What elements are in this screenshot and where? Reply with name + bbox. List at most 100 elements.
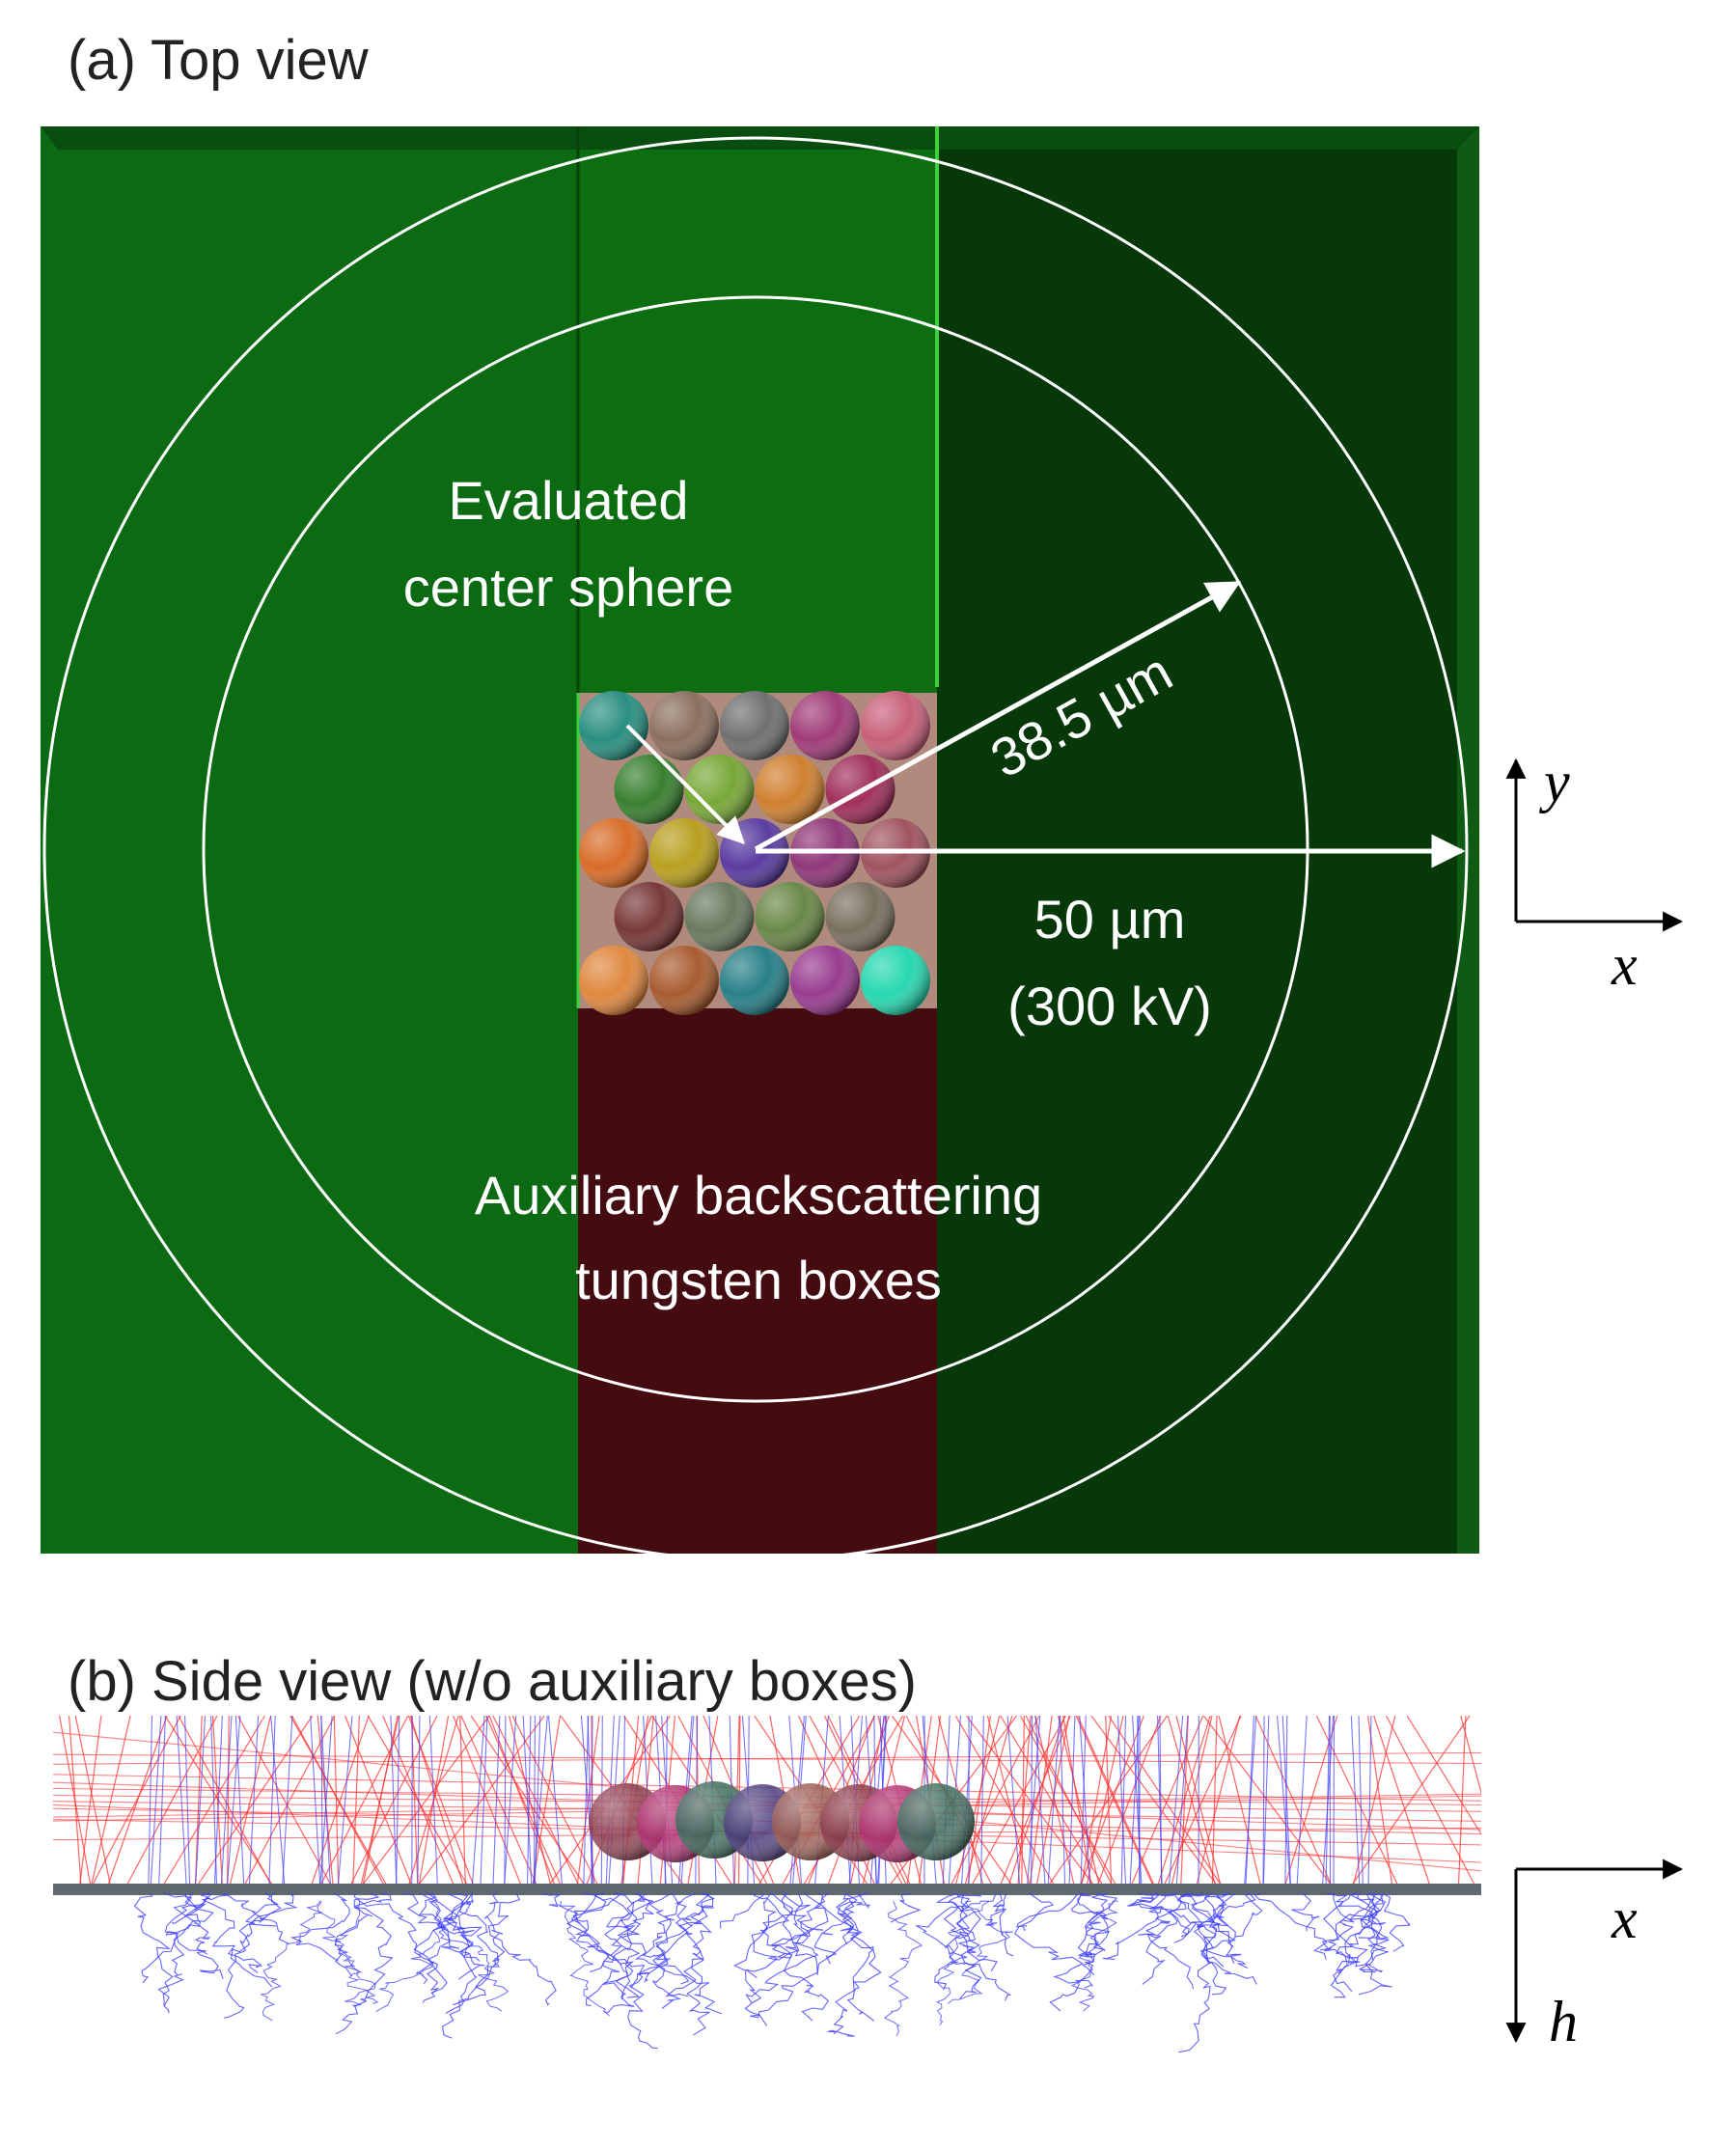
secondary-track: [573, 1892, 626, 2000]
primary-track: [980, 1716, 984, 1890]
primary-track: [1080, 1716, 1087, 1890]
secondary-track: [224, 1892, 298, 2019]
sphere-shading: [720, 946, 789, 1015]
primary-track: [148, 1716, 153, 1890]
secondary-track: [1254, 1892, 1328, 1960]
primary-track: [522, 1716, 533, 1890]
secondary-track: [783, 1892, 830, 2022]
secondary-track: [1320, 1892, 1355, 1951]
axis-x-label-side: x: [1611, 1886, 1638, 1950]
primary-track: [511, 1716, 601, 1890]
primary-track: [1170, 1716, 1213, 1890]
primary-track: [352, 1716, 360, 1890]
primary-track: [390, 1716, 398, 1890]
sphere-grid: [579, 691, 930, 1015]
label-outer-radius-line1: 50 µm: [1034, 889, 1186, 950]
primary-track: [1006, 1716, 1021, 1890]
axis-y-label: y: [1538, 750, 1570, 813]
outer-radius-circle: [42, 136, 1469, 1562]
secondary-track: [890, 1892, 922, 1923]
primary-track: [411, 1716, 413, 1890]
sphere-shading: [790, 691, 860, 760]
secondary-track: [613, 1892, 682, 2009]
secondary-track: [627, 1892, 716, 2050]
primary-track: [396, 1716, 400, 1890]
primary-track: [1350, 1716, 1361, 1890]
primary-track: [1284, 1716, 1288, 1890]
secondary-track: [620, 1892, 654, 1936]
primary-track: [1139, 1716, 1141, 1890]
secondary-track: [586, 1892, 655, 2006]
secondary-track: [750, 1892, 860, 2019]
panel-b-title: (b) Side view (w/o auxiliary boxes): [68, 1650, 917, 1713]
primary-track: [428, 1716, 439, 1890]
primary-track: [1017, 1716, 1032, 1890]
primary-track: [488, 1716, 558, 1890]
primary-track: [1325, 1716, 1331, 1890]
secondary-track: [1350, 1892, 1392, 1996]
secondary-track: [935, 1892, 980, 1953]
secondary-track: [200, 1892, 262, 1973]
primary-track: [1116, 1716, 1127, 1890]
top-view-scene: [41, 126, 1479, 1554]
secondary-track: [642, 1892, 690, 1985]
label-center-sphere-line2: center sphere: [403, 557, 733, 618]
primary-track: [459, 1716, 467, 1890]
primary-track: [227, 1716, 230, 1890]
tungsten-box: [578, 1008, 937, 1554]
sphere-shading: [684, 882, 755, 951]
primary-track: [460, 1716, 539, 1890]
sphere-shading: [649, 691, 719, 760]
primary-track: [160, 1716, 265, 1890]
primary-track: [1161, 1716, 1242, 1890]
secondary-track: [883, 1900, 923, 2037]
primary-track: [1132, 1716, 1143, 1890]
primary-track: [406, 1716, 459, 1890]
secondary-track: [441, 1892, 500, 2039]
primary-track: [1211, 1716, 1218, 1890]
primary-track: [1108, 1716, 1225, 1890]
primary-track: [531, 1716, 561, 1890]
secondary-track: [1326, 1892, 1386, 1925]
primary-track: [337, 1716, 353, 1890]
sphere-shading: [861, 691, 930, 760]
sphere-shading: [579, 691, 648, 760]
primary-track: [492, 1716, 501, 1890]
primary-track: [347, 1716, 438, 1890]
primary-track: [417, 1716, 421, 1890]
primary-track: [526, 1716, 532, 1890]
primary-track: [53, 1753, 1481, 1765]
sphere-shading: [755, 755, 825, 824]
secondary-track: [1178, 1892, 1256, 2053]
secondary-track: [994, 1892, 1014, 1957]
primary-track: [954, 1716, 1058, 1890]
secondary-track: [751, 1892, 793, 1959]
secondary-track: [565, 1892, 650, 1983]
primary-track: [1460, 1716, 1481, 1796]
primary-track: [504, 1716, 507, 1890]
secondary-track: [934, 1892, 970, 1991]
secondary-track: [375, 1900, 472, 2013]
left-region: [41, 126, 578, 1554]
secondary-track: [842, 1892, 882, 2022]
primary-track: [1129, 1716, 1140, 1890]
primary-track: [998, 1716, 1071, 1890]
primary-track: [948, 1716, 1040, 1890]
primary-track: [1281, 1716, 1292, 1890]
primary-track: [1358, 1716, 1364, 1890]
primary-track: [184, 1716, 191, 1890]
primary-track: [453, 1716, 524, 1890]
secondary-track: [427, 1900, 510, 2012]
primary-track: [1296, 1716, 1308, 1890]
secondary-track: [654, 1892, 723, 2015]
secondary-track: [442, 1892, 485, 1980]
axis-x-label: x: [1611, 933, 1638, 997]
secondary-track: [1202, 1892, 1249, 1969]
primary-track: [320, 1716, 323, 1890]
secondary-track: [785, 1892, 818, 1975]
primary-track: [1277, 1716, 1292, 1890]
sphere-shading: [790, 946, 860, 1015]
secondary-track: [1091, 1892, 1109, 1952]
primary-track: [150, 1716, 162, 1890]
secondary-track: [402, 1892, 481, 1962]
